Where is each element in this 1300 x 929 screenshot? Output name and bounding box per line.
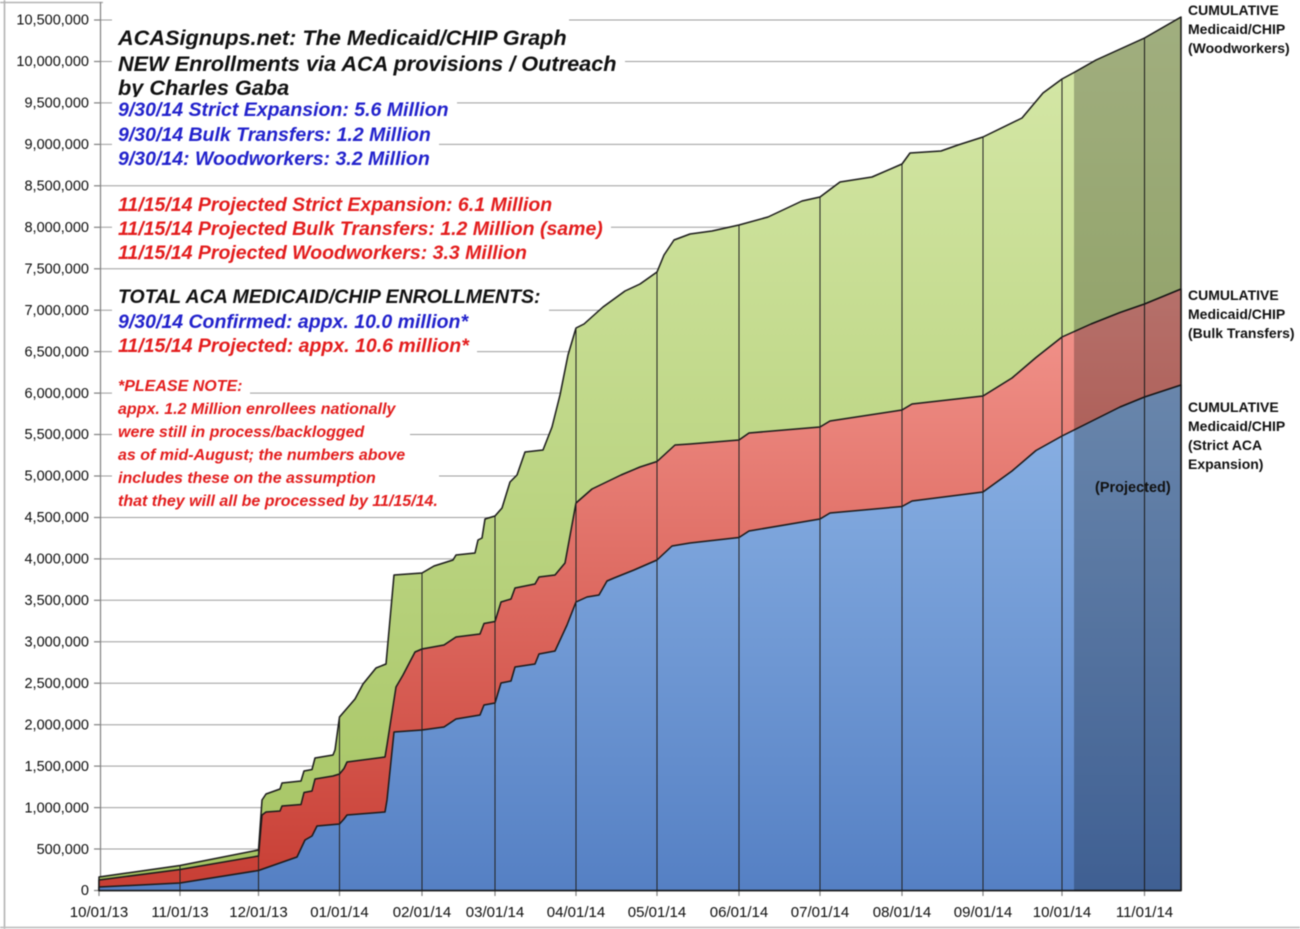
svg-text:11/01/14: 11/01/14 — [1116, 904, 1173, 921]
svg-text:3,500,000: 3,500,000 — [24, 593, 89, 609]
svg-text:4,500,000: 4,500,000 — [24, 510, 89, 526]
svg-text:8,500,000: 8,500,000 — [24, 179, 89, 195]
svg-text:6,500,000: 6,500,000 — [24, 344, 89, 360]
svg-text:05/01/14: 05/01/14 — [628, 904, 686, 921]
svg-text:04/01/14: 04/01/14 — [547, 904, 605, 921]
svg-text:5,000,000: 5,000,000 — [24, 469, 89, 485]
svg-text:11/01/13: 11/01/13 — [151, 904, 208, 921]
svg-text:10,000,000: 10,000,000 — [16, 54, 89, 70]
svg-text:5,500,000: 5,500,000 — [24, 427, 89, 443]
svg-text:9,500,000: 9,500,000 — [24, 96, 89, 112]
svg-text:10,500,000: 10,500,000 — [16, 13, 89, 29]
svg-text:03/01/14: 03/01/14 — [466, 904, 524, 921]
svg-text:0: 0 — [81, 883, 89, 899]
svg-text:3,000,000: 3,000,000 — [24, 635, 89, 651]
svg-text:2,500,000: 2,500,000 — [24, 676, 89, 692]
svg-text:01/01/14: 01/01/14 — [310, 904, 368, 921]
svg-text:9,000,000: 9,000,000 — [24, 137, 89, 153]
svg-text:09/01/14: 09/01/14 — [954, 904, 1012, 921]
svg-text:8,000,000: 8,000,000 — [24, 220, 89, 236]
svg-text:12/01/13: 12/01/13 — [229, 904, 287, 921]
svg-text:1,500,000: 1,500,000 — [24, 759, 89, 775]
svg-text:7,000,000: 7,000,000 — [24, 303, 89, 319]
svg-text:500,000: 500,000 — [37, 842, 89, 858]
svg-text:07/01/14: 07/01/14 — [791, 904, 849, 921]
svg-text:10/01/14: 10/01/14 — [1033, 904, 1091, 921]
svg-text:08/01/14: 08/01/14 — [873, 904, 931, 921]
svg-text:2,000,000: 2,000,000 — [24, 717, 89, 733]
svg-text:7,500,000: 7,500,000 — [24, 261, 89, 277]
svg-text:10/01/13: 10/01/13 — [70, 904, 128, 921]
svg-text:4,000,000: 4,000,000 — [24, 552, 89, 568]
svg-text:06/01/14: 06/01/14 — [710, 904, 768, 921]
svg-text:6,000,000: 6,000,000 — [24, 386, 89, 402]
svg-text:1,000,000: 1,000,000 — [24, 800, 89, 816]
svg-text:02/01/14: 02/01/14 — [393, 904, 451, 921]
